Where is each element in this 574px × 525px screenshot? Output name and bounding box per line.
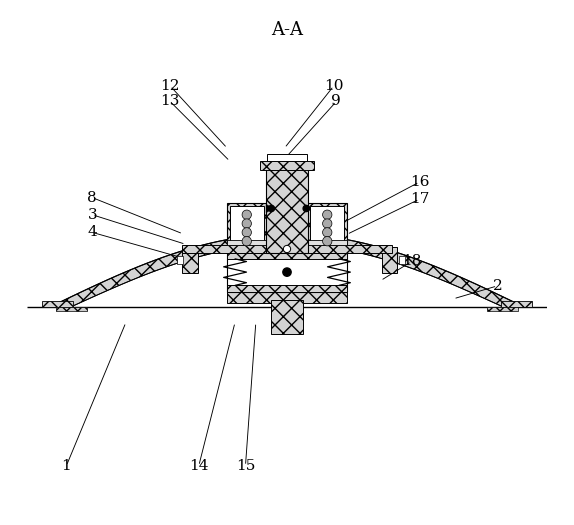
Text: 3: 3 [87, 208, 97, 222]
Text: 17: 17 [410, 192, 429, 206]
Bar [227, 203, 347, 253]
Polygon shape [51, 234, 523, 307]
Circle shape [242, 219, 251, 228]
Bar [227, 253, 347, 291]
Bar [230, 206, 263, 250]
Circle shape [303, 205, 309, 212]
Bar [271, 300, 303, 334]
Text: 16: 16 [410, 175, 429, 189]
Circle shape [242, 210, 251, 219]
Bar [182, 245, 392, 253]
Text: 13: 13 [161, 94, 180, 109]
Bar [227, 286, 347, 291]
Text: 10: 10 [324, 79, 343, 93]
Bar [311, 206, 344, 250]
Text: 8: 8 [87, 191, 97, 205]
Text: 12: 12 [160, 79, 180, 93]
Bar [501, 301, 532, 307]
Bar [267, 154, 307, 161]
Circle shape [323, 237, 332, 246]
Bar [182, 247, 197, 273]
Circle shape [242, 228, 251, 237]
Text: 9: 9 [331, 94, 341, 109]
Bar [227, 291, 347, 303]
Bar [399, 256, 405, 264]
Circle shape [323, 210, 332, 219]
Bar [42, 301, 73, 307]
Bar [227, 253, 347, 259]
Text: 18: 18 [402, 255, 421, 268]
Circle shape [284, 245, 290, 253]
Circle shape [323, 219, 332, 228]
Circle shape [323, 228, 332, 237]
Polygon shape [266, 204, 273, 213]
Circle shape [283, 268, 291, 276]
Circle shape [268, 205, 274, 212]
Bar [266, 167, 308, 253]
Circle shape [242, 237, 251, 246]
Bar [56, 307, 87, 311]
Text: 15: 15 [236, 459, 255, 473]
Bar [177, 256, 183, 264]
Text: A-A: A-A [271, 21, 303, 39]
Text: 1: 1 [61, 459, 71, 473]
Text: 4: 4 [87, 225, 97, 239]
Bar [382, 247, 397, 273]
Bar [487, 307, 518, 311]
Text: 2: 2 [492, 279, 502, 293]
Bar [227, 240, 347, 245]
Text: 14: 14 [189, 459, 208, 473]
Bar [260, 161, 314, 170]
